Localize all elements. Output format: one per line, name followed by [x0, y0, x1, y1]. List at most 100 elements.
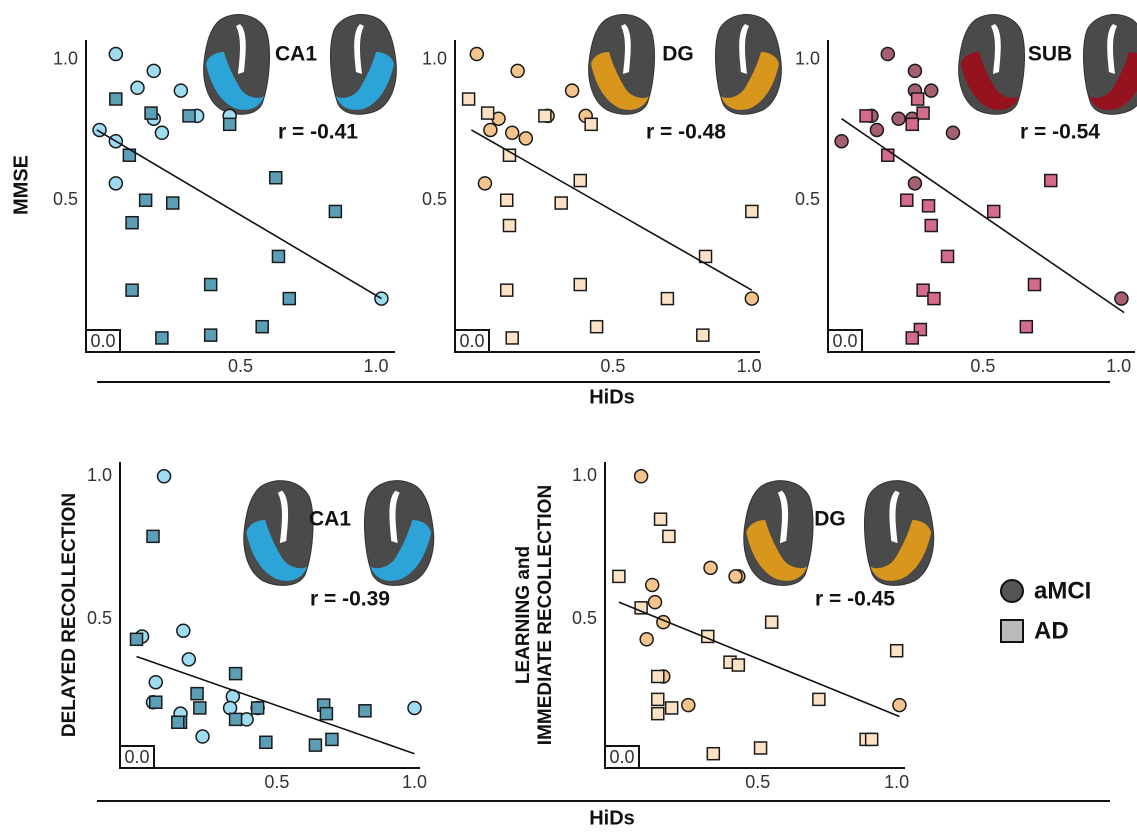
brain-region [336, 52, 394, 110]
brain-image [243, 480, 314, 586]
fit-line [841, 118, 1125, 314]
point [1019, 319, 1034, 334]
y-tick-label: 1.0 [422, 48, 447, 68]
point [696, 328, 710, 342]
brain-image [715, 14, 782, 115]
point [889, 643, 904, 658]
point [146, 63, 162, 79]
point [259, 735, 273, 750]
point [108, 46, 124, 62]
point [986, 204, 1001, 219]
point [703, 560, 718, 576]
fit-line [136, 655, 415, 755]
y-axis-label: LEARNING and [513, 546, 534, 684]
point [268, 170, 283, 185]
x-tick-label: 0.5 [745, 772, 770, 792]
point [502, 218, 517, 233]
fit-line [470, 129, 753, 291]
origin-box [119, 745, 155, 769]
point [651, 706, 665, 721]
point [905, 331, 919, 345]
point [510, 63, 525, 79]
x-tick-label: 0.5 [600, 356, 625, 376]
point [644, 577, 660, 593]
point [499, 283, 514, 297]
brain-notch [889, 490, 900, 544]
legend-marker [1000, 619, 1024, 643]
brain-image [1083, 14, 1137, 115]
point [176, 623, 191, 638]
point [328, 204, 343, 219]
x-tick-label: 0.5 [970, 356, 995, 376]
origin-box [604, 745, 640, 769]
point [651, 669, 665, 684]
point [171, 715, 185, 729]
y-tick-label: 0.5 [87, 608, 112, 628]
point [921, 199, 936, 213]
brain-notch [777, 490, 789, 544]
y-axis-label: MMSE [10, 155, 32, 215]
point [129, 632, 144, 647]
point [910, 92, 925, 106]
point [745, 204, 759, 219]
brain-notch [277, 490, 289, 544]
legend: aMCI AD [1000, 577, 1091, 644]
point [109, 92, 123, 106]
point [271, 249, 286, 264]
point [698, 249, 713, 264]
panel: 0.0 0.5 1.0 0.5 1.0 DG r = -0.48 [422, 14, 782, 376]
point [653, 512, 668, 526]
point [940, 249, 955, 264]
point [461, 92, 476, 106]
point [923, 83, 939, 98]
point [125, 215, 139, 230]
brain-region [961, 52, 1019, 110]
point [660, 291, 675, 306]
x-tick-label: 1.0 [402, 772, 427, 792]
point [477, 176, 493, 191]
point [633, 469, 649, 484]
brain-notch [621, 24, 631, 74]
x-tick-label: 0.5 [228, 356, 253, 376]
point [483, 122, 498, 138]
point [907, 63, 923, 79]
brain-region [746, 520, 808, 581]
point [612, 569, 626, 584]
brain-image [864, 480, 935, 586]
point [193, 701, 207, 715]
x-tick-label: 1.0 [737, 356, 762, 376]
point [764, 615, 779, 629]
point [573, 277, 588, 292]
brain-notch [236, 24, 246, 74]
fit-line [618, 601, 900, 718]
brain-region [246, 520, 308, 581]
point [222, 117, 237, 132]
point [728, 569, 743, 584]
origin-label: 0.0 [832, 331, 857, 351]
brain-notch [991, 24, 1001, 74]
point [924, 218, 938, 233]
point [222, 700, 238, 716]
correlation-label: r = -0.39 [310, 588, 390, 611]
point [195, 729, 210, 744]
point [639, 632, 654, 647]
point [156, 469, 172, 484]
y-tick-label: 0.5 [422, 189, 447, 209]
point [518, 131, 534, 146]
point [173, 83, 189, 98]
point [744, 291, 760, 306]
brain-region [721, 52, 779, 110]
brain-image [958, 14, 1025, 115]
point [927, 291, 941, 306]
point [358, 704, 372, 718]
brain-region [1089, 52, 1137, 110]
panel: 0.0 0.5 1.0 0.5 1.0 CA1 r = -0.39 DELAYED RECOL… [59, 462, 435, 792]
point [228, 712, 243, 727]
point [146, 529, 160, 544]
origin-label: 0.0 [90, 331, 115, 351]
point [916, 283, 930, 297]
point [634, 601, 648, 615]
correlation-label: r = -0.45 [815, 588, 895, 611]
origin-label: 0.0 [609, 747, 634, 767]
